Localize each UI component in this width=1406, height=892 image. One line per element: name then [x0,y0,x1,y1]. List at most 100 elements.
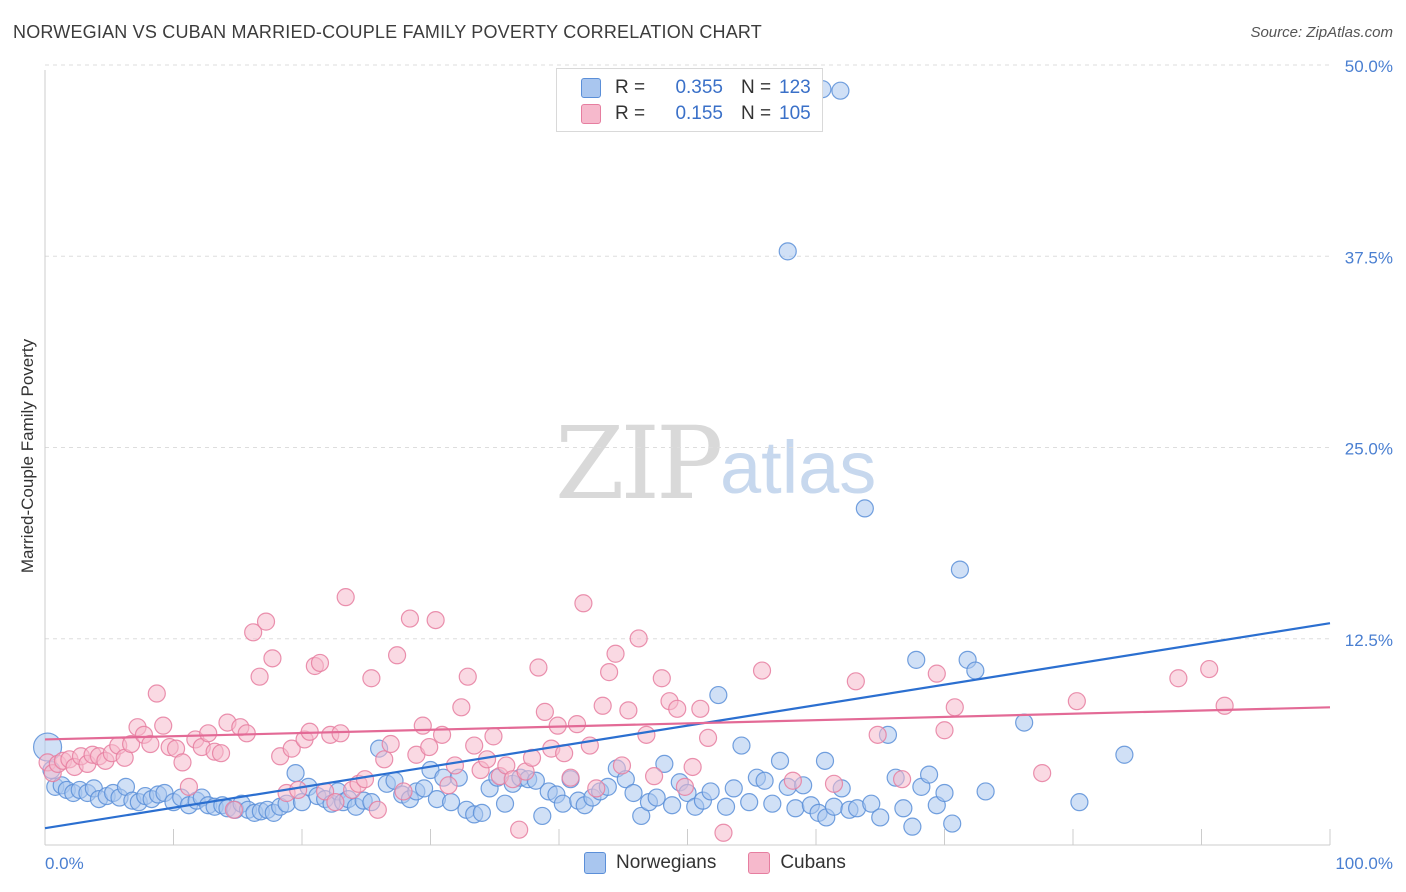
r-value: 0.355 [675,77,723,98]
norwegian-point [907,650,926,669]
cuban-point [413,716,432,735]
norwegian-point [786,799,805,818]
norwegian-point [862,794,881,813]
cuban-point [289,780,308,800]
cuban-point [263,649,282,668]
cuban-point [846,672,865,691]
norwegian-swatch [581,78,601,98]
norwegian-point [732,736,751,755]
norwegian-point [724,779,743,798]
cuban-point [400,609,420,628]
cuban-point [927,664,946,683]
norwegian-point [740,793,759,812]
cuban-point [452,698,471,717]
cuban-point [1067,692,1086,711]
norwegian-point [831,81,850,100]
cuban-point [587,779,606,798]
legend-label: Norwegians [616,852,717,873]
cuban-trend-line [44,706,1331,741]
r-label: R = [615,103,646,124]
n-value: 123 [779,77,811,98]
cuban-point [824,774,844,793]
legend-row-cubans: R = 0.155 N = 105 [581,101,811,127]
cuban-point [593,696,612,715]
cuban-point [484,727,503,746]
norwegian-point [624,783,643,803]
cuban-point [1200,659,1219,679]
n-label: N = [741,77,772,98]
norwegian-point [966,661,985,680]
n-value: 105 [779,103,811,124]
cuban-point [783,771,802,790]
cuban-point [387,646,407,665]
cuban-point [868,725,887,744]
watermark-atlas: atlas [720,426,877,509]
norwegian-point [441,793,461,812]
norwegian-point [472,803,491,822]
watermark-zip: ZIP [555,405,723,522]
y-tick-label: 12.5% [1345,631,1393,650]
norwegian-point [894,799,913,818]
norwegian-point [815,751,835,770]
cuban-point [458,667,477,686]
norwegian-point [1015,713,1034,732]
cuban-point [445,756,465,775]
norwegian-point [1115,745,1134,764]
cuban-point [714,823,733,842]
norwegian-point [950,560,970,579]
cuban-point [574,594,593,613]
cuban-point [224,800,243,819]
cuban-point [535,702,554,721]
cuban-point [211,744,231,763]
cuban-point [561,768,580,787]
chart-title: NORWEGIAN VS CUBAN MARRIED-COUPLE FAMILY… [13,22,763,42]
cuban-point [326,793,345,812]
cuban-point [368,800,387,819]
cuban-point [331,724,350,743]
norwegian-point [647,788,666,807]
cuban-point [375,750,394,769]
norwegian-point [903,817,922,836]
norwegian-point [770,751,790,770]
cuban-point [629,629,648,648]
norwegian-point [1070,793,1089,812]
legend-item-cubans[interactable]: Cubans [748,852,846,874]
norwegian-point [755,771,774,790]
cuban-point [420,737,439,757]
cuban-point [426,610,445,630]
cuban-point [691,699,710,718]
norwegian-point [871,808,890,827]
n-label: N = [741,103,772,124]
cuban-point [355,770,375,789]
legend-label: Cubans [780,852,846,873]
cuban-point [336,588,355,607]
cuban-point [668,699,687,718]
cuban-swatch [581,104,601,124]
cuban-point [362,669,381,688]
cuban-point [529,658,548,677]
norwegian-point [709,685,728,705]
norwegian-point [976,782,995,801]
norwegian-point [919,765,939,784]
y-tick-label: 37.5% [1345,248,1393,267]
cuban-point [612,756,632,775]
cuban-point [652,669,671,688]
legend-item-norwegians[interactable]: Norwegians [584,852,716,874]
r-label: R = [615,77,646,98]
norwegian-point [286,763,305,783]
cuban-point [310,653,330,673]
cuban-point [381,734,400,754]
norwegian-point [855,499,874,518]
norwegian-point [778,242,797,261]
norwegian-point [632,806,651,826]
cuban-point [619,701,638,720]
norwegian-point [716,797,736,816]
cuban-point [154,716,173,735]
cuban-point [147,684,166,703]
cuban-point [173,753,192,772]
norwegian-point [662,796,682,815]
cuban-point [698,728,718,748]
cuban-point [606,644,625,663]
norwegian-point [943,814,962,833]
